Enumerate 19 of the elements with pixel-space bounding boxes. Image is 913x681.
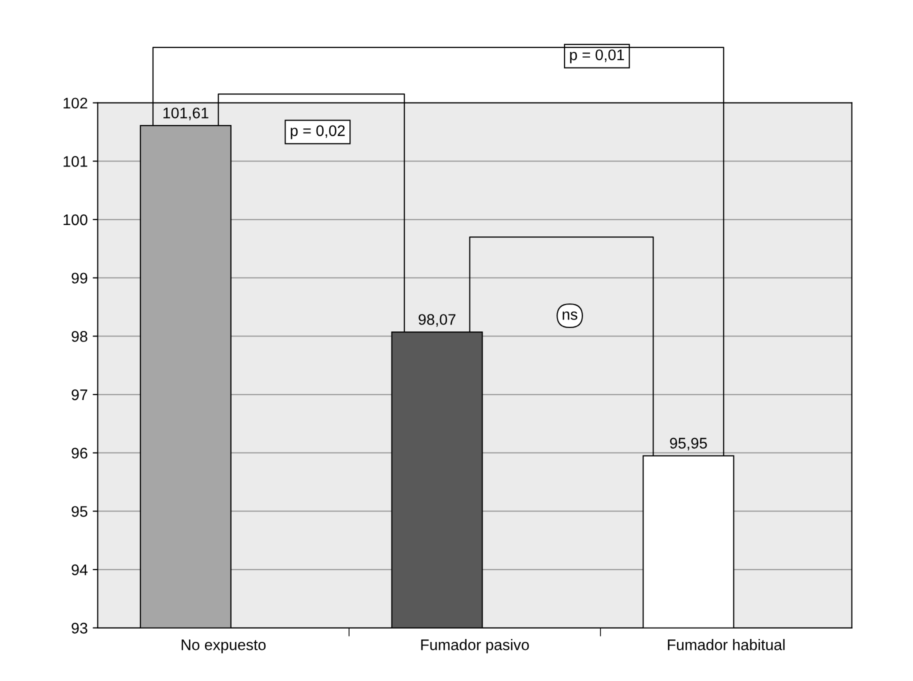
x-tick-label: Fumador pasivo [421, 638, 529, 654]
x-tick-label: No expuesto [182, 640, 266, 654]
y-tick-label: 99 [72, 272, 88, 284]
y-tick-label: 97 [72, 389, 88, 400]
y-tick-label: 98 [72, 331, 88, 342]
y-tick-label: 94 [72, 564, 88, 576]
x-tick-label: Fumador habitual [668, 638, 785, 650]
y-tick-label: 95 [72, 506, 88, 517]
y-tick-label: 96 [72, 448, 88, 459]
y-tick-label: 102 [64, 98, 88, 109]
data-label: 95,95 [670, 438, 707, 450]
y-tick-label: 93 [72, 622, 88, 634]
y-tick-label: 101 [64, 156, 88, 167]
text: p = 0,01 [570, 49, 624, 64]
data-label: 101,61 [163, 108, 208, 120]
data-label: 98,07 [418, 314, 456, 327]
y-tick-label: 100 [64, 214, 88, 226]
annotation: p = 0,02 [290, 125, 345, 140]
annotation: ns [562, 312, 578, 320]
